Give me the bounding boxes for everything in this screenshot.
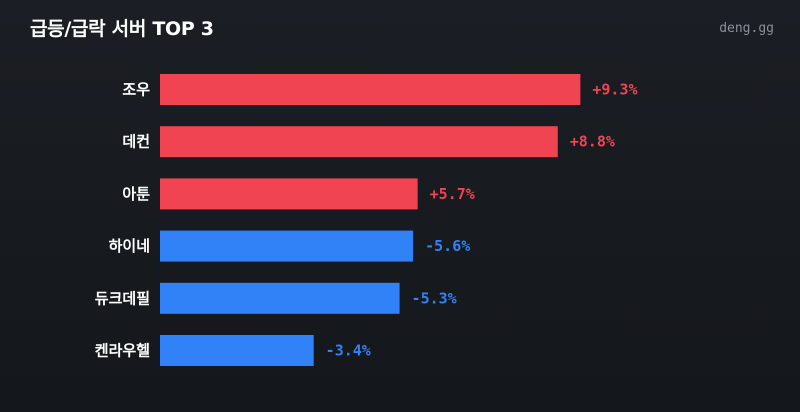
category-label: 데컨 [122,133,150,151]
category-label: 켄라우헬 [95,342,150,360]
bar-2 [160,126,558,158]
value-label: +9.3% [592,81,637,99]
value-label: -5.3% [412,289,457,307]
category-label: 조우 [122,81,150,99]
value-label: -3.4% [326,342,371,360]
value-label: +8.8% [570,133,615,151]
chart-title: 급등/급락 서버 TOP 3 [30,18,214,40]
category-label: 하이네 [109,237,150,255]
value-label: +5.7% [430,185,475,203]
bar-3 [160,178,418,210]
bar-4 [160,230,414,262]
bar-5 [160,282,400,314]
brand-watermark: deng.gg [719,21,774,36]
category-label: 듀크데필 [95,289,150,307]
value-label: -5.6% [425,237,470,255]
bar-1 [160,74,581,105]
category-label: 아툰 [122,185,150,203]
bar-6 [160,335,314,366]
